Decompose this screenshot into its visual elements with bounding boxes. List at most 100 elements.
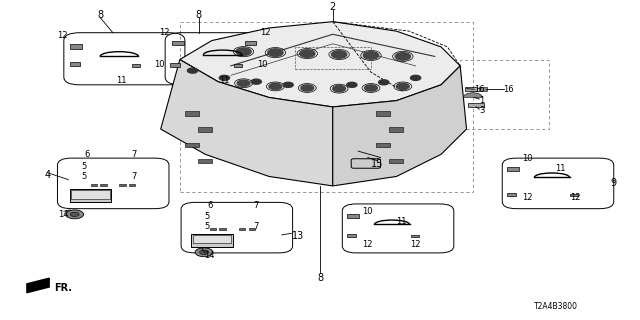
Bar — [411, 235, 419, 237]
Bar — [468, 103, 484, 107]
Bar — [180, 22, 473, 192]
Text: 12: 12 — [57, 31, 67, 40]
Circle shape — [188, 68, 198, 73]
Text: 12: 12 — [362, 240, 373, 249]
Bar — [234, 64, 243, 67]
Polygon shape — [161, 60, 333, 186]
Text: 12: 12 — [159, 28, 169, 36]
Text: 11: 11 — [555, 164, 566, 173]
Text: 10: 10 — [362, 207, 373, 216]
Text: 14: 14 — [204, 251, 214, 260]
Text: 6: 6 — [84, 150, 90, 159]
Bar — [71, 190, 109, 199]
Text: 2: 2 — [330, 3, 336, 12]
Circle shape — [395, 52, 410, 60]
Circle shape — [200, 250, 209, 254]
Bar — [508, 167, 519, 171]
Text: 11: 11 — [396, 217, 407, 226]
Circle shape — [365, 85, 378, 91]
Text: 12: 12 — [260, 28, 271, 36]
Bar — [70, 189, 111, 202]
Bar — [239, 228, 246, 230]
Text: 14: 14 — [59, 211, 69, 220]
Circle shape — [268, 49, 283, 56]
Bar — [294, 47, 371, 69]
Text: 1: 1 — [479, 96, 484, 105]
Bar — [70, 62, 80, 66]
Bar — [129, 184, 135, 186]
Bar — [119, 184, 125, 186]
Text: 5: 5 — [82, 172, 87, 181]
Circle shape — [410, 75, 420, 80]
Text: 3: 3 — [479, 106, 484, 115]
Circle shape — [332, 51, 347, 58]
Bar — [460, 60, 549, 129]
Text: 11: 11 — [116, 76, 127, 85]
Text: 12: 12 — [522, 193, 532, 202]
Bar — [479, 87, 487, 91]
Text: 5: 5 — [205, 212, 210, 221]
Bar — [132, 64, 140, 67]
Bar — [210, 228, 216, 230]
Bar — [348, 234, 356, 237]
Bar — [376, 143, 390, 148]
Bar — [185, 143, 199, 148]
Bar — [376, 111, 390, 116]
Text: 10: 10 — [522, 154, 532, 163]
Circle shape — [396, 83, 409, 90]
Bar — [198, 159, 212, 163]
Text: 7: 7 — [131, 150, 136, 159]
Text: 7: 7 — [131, 172, 136, 181]
Circle shape — [347, 82, 357, 87]
Circle shape — [236, 48, 251, 55]
Bar — [198, 127, 212, 132]
Text: 12: 12 — [410, 240, 421, 249]
Circle shape — [379, 80, 389, 85]
Text: 8: 8 — [97, 10, 103, 20]
Bar — [248, 228, 255, 230]
Text: 7: 7 — [253, 222, 259, 231]
Bar — [170, 63, 180, 67]
Text: 6: 6 — [208, 201, 213, 210]
Text: 12: 12 — [570, 193, 580, 202]
Text: 15: 15 — [371, 159, 383, 169]
Circle shape — [364, 52, 379, 59]
Circle shape — [66, 210, 84, 219]
Text: 7: 7 — [253, 201, 259, 210]
Polygon shape — [180, 22, 460, 107]
Circle shape — [70, 212, 79, 217]
Bar — [191, 234, 233, 247]
Wedge shape — [463, 93, 483, 98]
Circle shape — [333, 85, 346, 92]
Bar — [570, 194, 578, 196]
Bar — [389, 159, 403, 163]
Text: 9: 9 — [610, 178, 616, 188]
FancyBboxPatch shape — [351, 159, 381, 168]
Bar — [389, 127, 403, 132]
Bar — [508, 193, 516, 196]
Bar — [91, 184, 97, 186]
Bar — [70, 44, 83, 49]
Bar — [246, 41, 255, 45]
Circle shape — [220, 75, 230, 80]
Bar — [348, 214, 359, 218]
Text: 8: 8 — [196, 10, 202, 20]
Bar — [193, 235, 232, 244]
Text: FR.: FR. — [54, 283, 72, 293]
Bar — [465, 87, 477, 91]
Bar — [100, 184, 106, 186]
Text: 10: 10 — [257, 60, 268, 69]
Text: 11: 11 — [219, 76, 230, 85]
Text: T2A4B3800: T2A4B3800 — [534, 302, 578, 311]
Text: 5: 5 — [205, 222, 210, 231]
Text: 5: 5 — [82, 162, 87, 171]
Bar — [185, 111, 199, 116]
Text: 8: 8 — [317, 273, 323, 283]
Text: 16: 16 — [504, 85, 514, 94]
Circle shape — [300, 50, 315, 57]
Text: 4: 4 — [44, 170, 51, 180]
Circle shape — [237, 80, 250, 86]
Text: 16: 16 — [474, 85, 485, 94]
Polygon shape — [333, 66, 467, 186]
Bar — [220, 228, 226, 230]
